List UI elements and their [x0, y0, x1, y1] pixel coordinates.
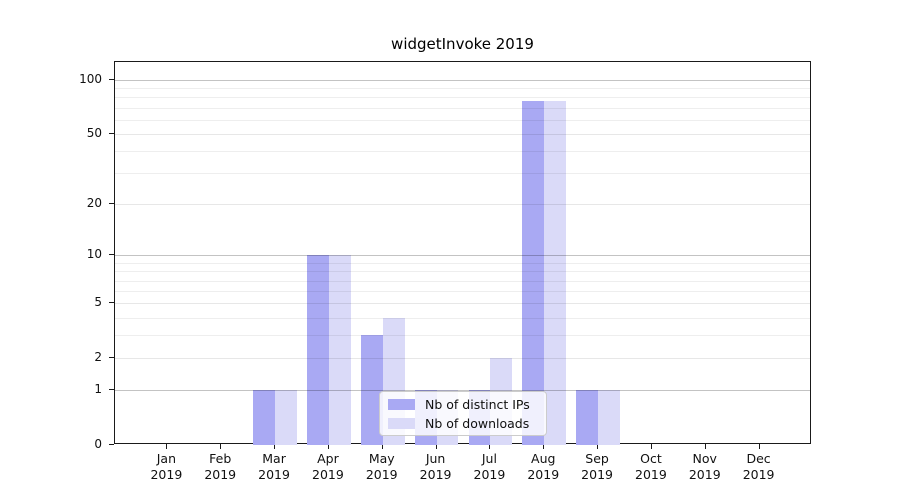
x-axis-tick-label: Mar 2019 [246, 451, 302, 483]
x-axis-tick-label: May 2019 [354, 451, 410, 483]
x-label-month: Sep [585, 451, 609, 466]
x-axis-tick [166, 444, 168, 449]
legend: Nb of distinct IPs Nb of downloads [379, 391, 547, 436]
bar-downloads [544, 101, 567, 445]
y-axis-tick [109, 133, 114, 135]
x-label-year: 2019 [419, 467, 452, 482]
x-label-year: 2019 [742, 467, 775, 482]
bar-downloads [598, 390, 620, 445]
x-axis-tick [220, 444, 222, 449]
x-label-month: Jun [425, 451, 446, 466]
x-axis-tick-label: Feb 2019 [192, 451, 248, 483]
y-axis-tick [109, 79, 114, 80]
bar-distinct-ips [522, 101, 545, 445]
x-label-year: 2019 [581, 467, 613, 482]
x-axis-tick [597, 444, 599, 449]
y-axis-tick-label: 2 [94, 350, 102, 365]
x-axis-tick-label: Dec 2019 [731, 451, 787, 483]
y-axis-tick-label: 5 [94, 295, 102, 310]
y-axis-tick [109, 444, 114, 445]
x-axis-tick-label: Oct 2019 [623, 451, 679, 483]
x-label-year: 2019 [258, 467, 290, 482]
y-axis-tick-label: 0 [94, 437, 102, 451]
x-label-year: 2019 [635, 467, 667, 482]
x-axis-tick-label: Apr 2019 [300, 451, 356, 483]
x-axis-tick [489, 444, 491, 449]
x-axis-tick [650, 444, 652, 449]
bar-distinct-ips [253, 390, 276, 445]
x-axis-tick [327, 444, 329, 449]
x-label-month: Aug [531, 451, 556, 466]
x-label-year: 2019 [527, 467, 560, 482]
plot-area: Nb of distinct IPs Nb of downloads [114, 61, 811, 445]
x-axis-tick-label: Jun 2019 [408, 451, 464, 483]
x-axis-tick-label: Jan 2019 [138, 451, 194, 483]
legend-swatch-downloads [388, 417, 415, 429]
x-axis-tick-label: Nov 2019 [677, 451, 733, 483]
x-label-year: 2019 [204, 467, 237, 482]
legend-label-downloads: Nb of downloads [425, 415, 530, 431]
x-label-year: 2019 [473, 467, 506, 482]
x-axis-tick-label: Aug 2019 [515, 451, 571, 483]
x-label-month: Oct [640, 451, 662, 466]
x-label-month: Jan [156, 451, 177, 466]
bar-distinct-ips [576, 390, 599, 445]
x-axis-tick [381, 444, 383, 449]
bars-layer [115, 62, 810, 445]
x-axis-tick [274, 444, 276, 449]
x-label-month: May [368, 451, 395, 466]
legend-label-distinct-ips: Nb of distinct IPs [425, 396, 530, 412]
x-axis-tick [435, 444, 437, 449]
x-label-month: Nov [692, 451, 717, 466]
y-axis-tick [109, 254, 114, 256]
bar-downloads [275, 390, 297, 445]
x-label-month: Apr [317, 451, 339, 466]
y-axis-tick-label: 50 [86, 126, 102, 141]
y-axis-tick-label: 10 [86, 247, 102, 262]
legend-item-distinct-ips: Nb of distinct IPs [388, 397, 538, 412]
x-label-year: 2019 [688, 467, 721, 482]
legend-item-downloads: Nb of downloads [388, 416, 538, 431]
x-label-month: Mar [262, 451, 286, 466]
y-axis-tick-label: 20 [86, 196, 102, 211]
y-axis-tick [109, 302, 114, 304]
x-axis-tick-label: Jul 2019 [461, 451, 517, 483]
x-label-year: 2019 [150, 467, 183, 482]
chart-title: widgetInvoke 2019 [391, 35, 534, 53]
bar-distinct-ips [360, 335, 383, 445]
x-axis-tick [758, 444, 760, 449]
legend-swatch-distinct-ips [388, 398, 415, 410]
y-axis-tick-label: 100 [79, 72, 102, 86]
y-axis-tick [109, 203, 114, 205]
x-axis-tick [704, 444, 706, 449]
x-label-month: Feb [209, 451, 232, 466]
x-label-month: Dec [746, 451, 771, 466]
bar-downloads [328, 255, 351, 445]
bar-distinct-ips [307, 255, 329, 445]
x-axis-tick-label: Sep 2019 [569, 451, 625, 483]
x-label-month: Jul [481, 451, 497, 466]
y-axis-tick [109, 389, 114, 391]
y-axis-tick [109, 357, 114, 359]
x-label-year: 2019 [365, 467, 398, 482]
x-axis-tick [543, 444, 545, 449]
x-label-year: 2019 [312, 467, 344, 482]
y-axis-tick-label: 1 [94, 382, 102, 397]
